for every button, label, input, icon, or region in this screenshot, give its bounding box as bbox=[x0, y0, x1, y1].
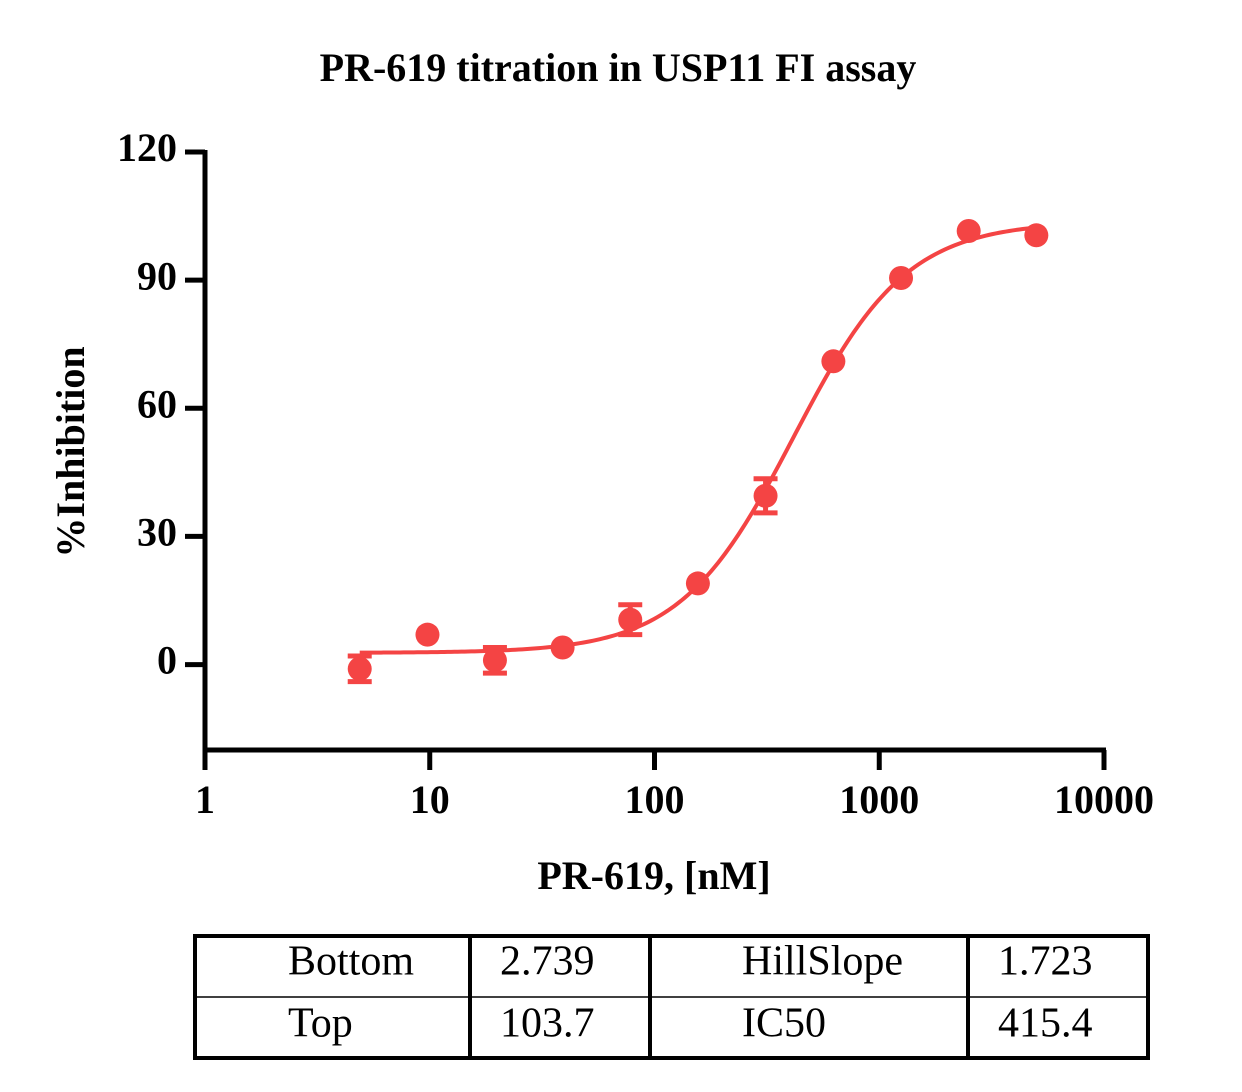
chart-title: PR-619 titration in USP11 FI assay bbox=[320, 45, 917, 90]
data-point bbox=[956, 219, 981, 244]
x-tick-label: 1 bbox=[195, 777, 215, 822]
x-tick-label: 100 bbox=[625, 777, 685, 822]
table-cell: HillSlope bbox=[742, 939, 903, 985]
table-cell: 103.7 bbox=[500, 1001, 595, 1047]
table-cell: 415.4 bbox=[998, 1001, 1093, 1047]
y-axis-label: %Inhibition bbox=[48, 346, 93, 557]
y-tick-label: 90 bbox=[137, 253, 177, 298]
x-tick-label: 1000 bbox=[839, 777, 919, 822]
x-axis-label: PR-619, [nM] bbox=[537, 853, 770, 898]
y-tick-label: 120 bbox=[117, 125, 177, 170]
data-point bbox=[347, 656, 372, 681]
x-tick-label: 10000 bbox=[1054, 777, 1154, 822]
data-point bbox=[1024, 223, 1049, 248]
data-point bbox=[753, 483, 778, 508]
data-point bbox=[685, 571, 710, 596]
data-point bbox=[550, 635, 575, 660]
table-cell: IC50 bbox=[742, 1001, 826, 1047]
y-tick-label: 0 bbox=[157, 638, 177, 683]
data-point bbox=[482, 648, 507, 673]
data-point bbox=[415, 622, 440, 647]
table-cell: Top bbox=[288, 1001, 353, 1047]
fit-table bbox=[193, 934, 1150, 1060]
table-cell: 1.723 bbox=[998, 939, 1093, 985]
table-cell: Bottom bbox=[288, 939, 414, 985]
data-point bbox=[889, 266, 914, 291]
data-point bbox=[618, 607, 643, 632]
x-tick-label: 10 bbox=[410, 777, 450, 822]
y-tick-label: 30 bbox=[137, 510, 177, 555]
y-tick-label: 60 bbox=[137, 381, 177, 426]
table-cell: 2.739 bbox=[500, 939, 595, 985]
data-point bbox=[821, 349, 846, 374]
